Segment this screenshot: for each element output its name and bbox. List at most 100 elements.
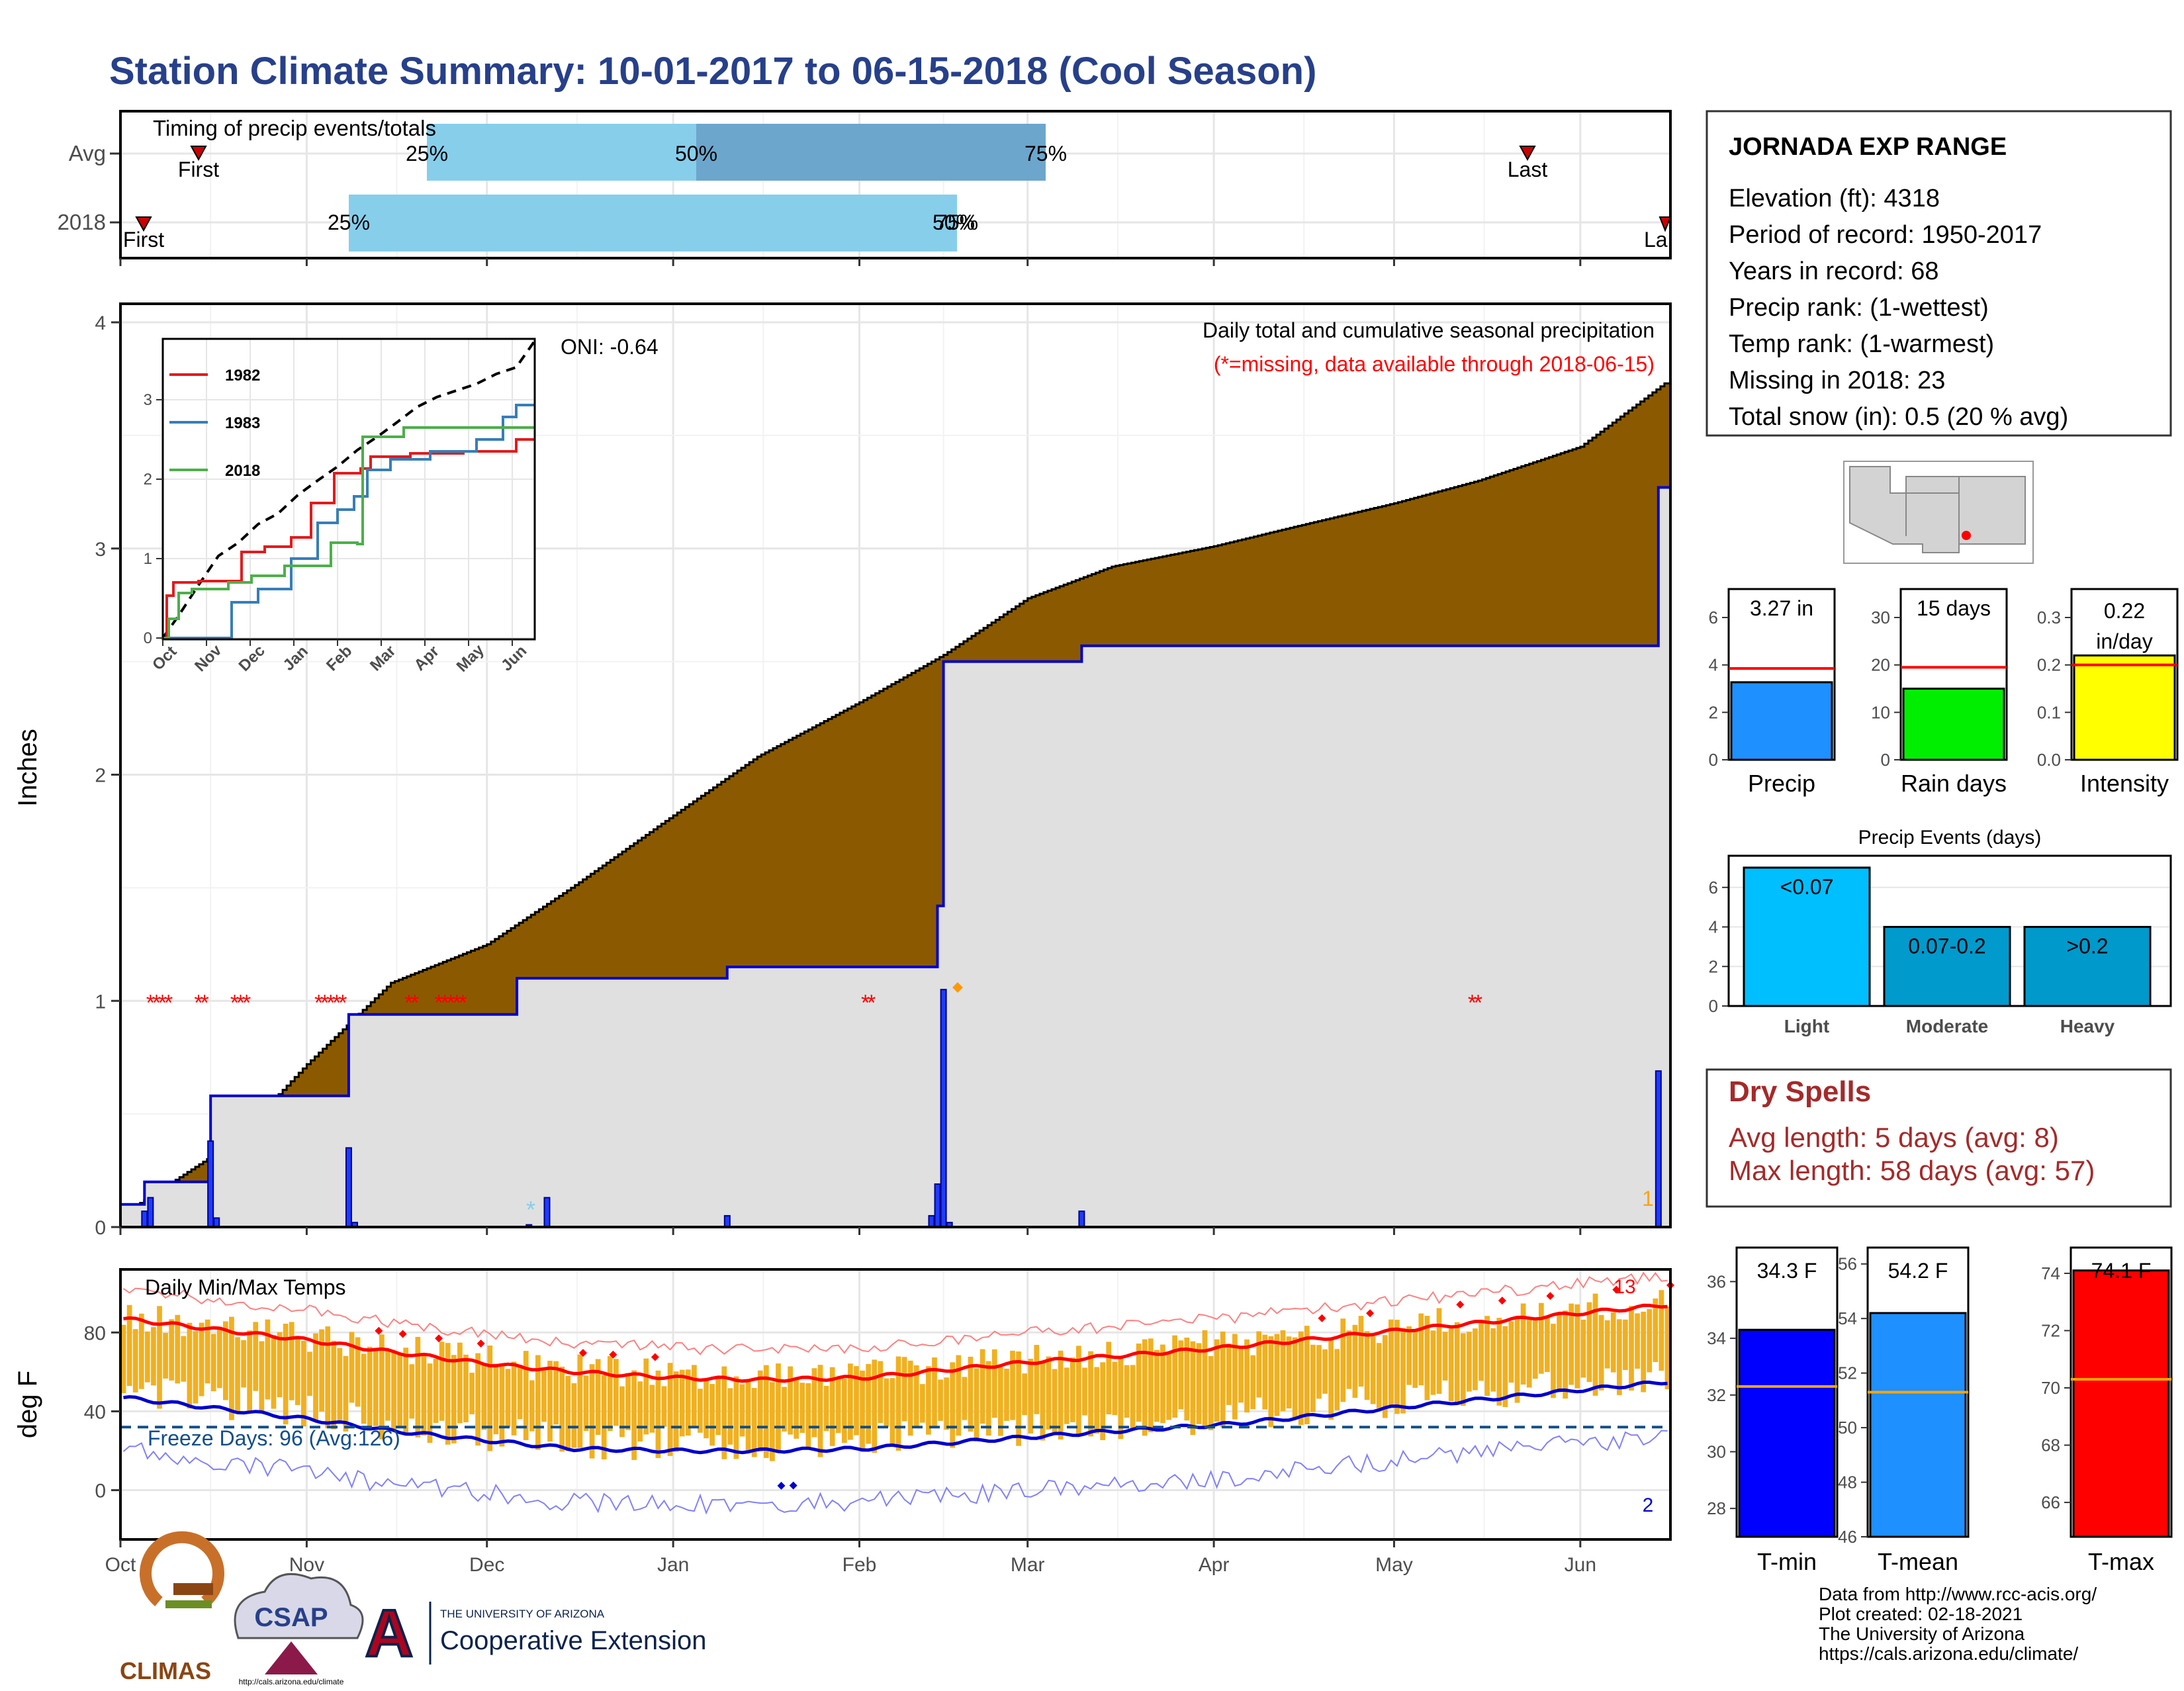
daily-precip-bar xyxy=(928,1214,935,1228)
avg-box-50-75 xyxy=(696,124,1046,181)
daily-temp-bar xyxy=(1418,1313,1424,1386)
missing-mark: * xyxy=(164,990,173,1015)
precip-count-label: 1 xyxy=(1642,1187,1654,1211)
temp-label: Daily Min/Max Temps xyxy=(145,1275,345,1299)
daily-temp-bar xyxy=(1436,1308,1442,1394)
x-tick-label: Jan xyxy=(657,1554,689,1576)
missing-mark: * xyxy=(230,990,239,1015)
daily-temp-bar xyxy=(1394,1320,1400,1414)
daily-temp-bar xyxy=(307,1351,312,1396)
daily-temp-bar xyxy=(1664,1306,1670,1389)
daily-temp-bar xyxy=(1046,1356,1052,1430)
daily-temp-bar xyxy=(932,1357,937,1426)
avg-first-marker xyxy=(190,146,207,161)
daily-temp-bar xyxy=(1412,1330,1418,1388)
x-tick-label: Feb xyxy=(842,1554,877,1576)
y-tick-label: 0 xyxy=(95,1481,106,1502)
missing-mark: * xyxy=(200,990,208,1015)
daily-temp-bar xyxy=(210,1334,216,1392)
events-bar-moderate xyxy=(1883,926,2011,1007)
daily-temp-bar xyxy=(199,1322,205,1396)
missing-data-marks: **** ** *** ***** ** ***** ** ** xyxy=(146,990,1482,1015)
record-high-mark xyxy=(1498,1297,1506,1305)
dry-spells-frame xyxy=(1706,1068,2172,1208)
temp-bar-y-tick-label: 30 xyxy=(1707,1441,1726,1461)
daily-temp-bar xyxy=(1358,1316,1364,1387)
mini-y-tick-label: 0.3 xyxy=(2037,608,2061,627)
missing-mark: * xyxy=(447,990,455,1015)
daily-temp-bar xyxy=(132,1329,138,1393)
ua-logo: A THE UNIVERSITY OF ARIZONA Cooperative … xyxy=(364,1595,707,1672)
mini-y-tick-label: 6 xyxy=(1709,608,1718,627)
y2018-p25-label: 25% xyxy=(328,210,370,234)
daily-temp-bar xyxy=(241,1340,246,1388)
daily-temp-bar xyxy=(661,1386,667,1427)
daily-temp-bar xyxy=(739,1384,745,1437)
daily-temp-bar xyxy=(841,1378,847,1443)
daily-temp-bar xyxy=(1473,1328,1478,1391)
missing-mark: * xyxy=(1474,990,1482,1015)
daily-temp-bar xyxy=(529,1380,535,1432)
y-tick-label: 40 xyxy=(84,1401,106,1423)
daily-temp-bar xyxy=(968,1356,974,1432)
missing-mark: * xyxy=(314,990,323,1015)
daily-temp-bar xyxy=(559,1367,565,1452)
daily-temp-bar xyxy=(1604,1320,1610,1369)
missing-mark: * xyxy=(434,990,443,1015)
daily-temp-bar xyxy=(997,1367,1003,1436)
daily-temp-bar xyxy=(361,1353,367,1424)
daily-temp-bar xyxy=(481,1363,487,1430)
daily-temp-bar xyxy=(181,1336,187,1382)
climas-logo-bar xyxy=(165,1600,212,1608)
station-name: JORNADA EXP RANGE xyxy=(1729,133,2007,161)
daily-temp-bar xyxy=(1647,1309,1653,1373)
daily-temp-bar xyxy=(433,1358,439,1423)
events-bar-label: Moderate xyxy=(1906,1016,1988,1036)
daily-temp-bar xyxy=(1316,1345,1322,1399)
footer-line: https://cals.arizona.edu/climate/ xyxy=(1819,1643,2078,1664)
events-bar-label: Heavy xyxy=(2060,1016,2115,1036)
footer-line: The University of Arizona xyxy=(1819,1623,2025,1644)
daily-temp-bar xyxy=(1226,1344,1232,1405)
daily-temp-bar xyxy=(1268,1336,1274,1428)
daily-temp-bar xyxy=(463,1354,469,1422)
daily-temp-bar xyxy=(541,1369,547,1422)
record-low-line xyxy=(122,1430,1668,1515)
mini-bar-value: 15 days xyxy=(1917,596,1991,620)
daily-temp-bar xyxy=(1292,1337,1298,1419)
temp-frame xyxy=(119,1268,1672,1541)
daily-temp-bar xyxy=(866,1363,872,1444)
daily-temp-bar xyxy=(1190,1341,1196,1436)
daily-temp-bar xyxy=(1364,1331,1370,1400)
daily-temp-bar xyxy=(1424,1316,1430,1400)
daily-temp-bar xyxy=(1082,1367,1087,1416)
daily-temp-bar xyxy=(1334,1349,1340,1410)
daily-temp-bar xyxy=(120,1324,126,1393)
daily-temp-bar xyxy=(1508,1321,1514,1383)
daily-temp-bar xyxy=(1610,1312,1616,1373)
daily-temp-bar xyxy=(1160,1344,1165,1424)
daily-temp-bar xyxy=(1004,1368,1009,1421)
footer-line: Plot created: 02-18-2021 xyxy=(1819,1604,2023,1624)
temp-xticks: Oct Nov Dec Jan Feb Mar Apr May Jun xyxy=(105,1539,1596,1576)
daily-temp-bar xyxy=(878,1361,884,1424)
daily-temp-bar xyxy=(1064,1367,1069,1424)
daily-temp-bar xyxy=(283,1324,289,1425)
daily-temp-bars xyxy=(120,1290,1670,1461)
daily-temp-bar xyxy=(727,1388,733,1445)
daily-temp-bar xyxy=(872,1359,878,1453)
station-box-frame xyxy=(1706,110,2172,437)
daily-temp-bar xyxy=(1574,1304,1580,1389)
inset-avg-line xyxy=(161,340,536,639)
daily-temp-bar xyxy=(451,1355,457,1443)
temp-bar-label: T-min xyxy=(1757,1548,1817,1575)
daily-temp-bar xyxy=(493,1363,499,1435)
daily-temp-bar xyxy=(1430,1330,1436,1395)
missing-mark: * xyxy=(338,990,347,1015)
record-marks xyxy=(375,1281,1674,1490)
missing-mark: * xyxy=(332,990,341,1015)
missing-mark: * xyxy=(158,990,167,1015)
daily-temp-bar xyxy=(1557,1312,1562,1393)
daily-temp-bar xyxy=(614,1359,619,1426)
temp-bar-y-tick-label: 70 xyxy=(2041,1378,2060,1398)
